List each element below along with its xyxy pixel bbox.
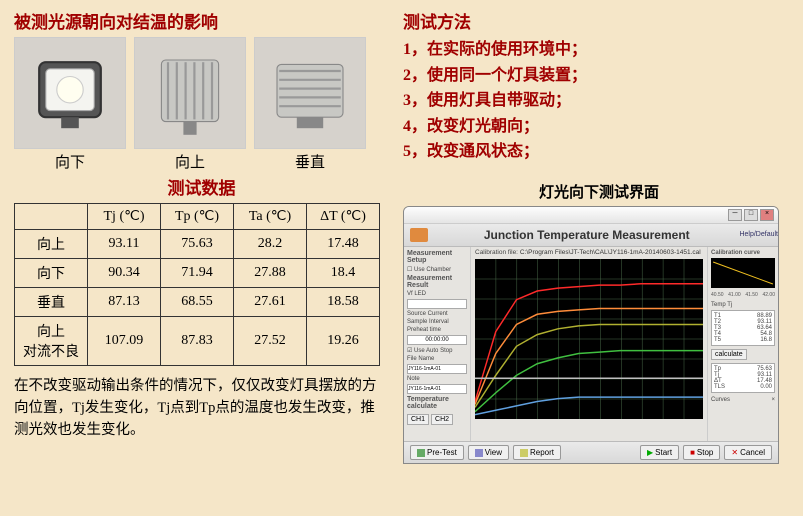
cell: 18.4 xyxy=(307,259,380,288)
setup-heading: Measurement Setup xyxy=(407,250,467,264)
lamp-vertical-label: 垂直 xyxy=(295,151,325,172)
cell: 68.55 xyxy=(161,288,234,317)
note-paragraph: 在不改变驱动输出条件的情况下，仅仅改变灯具摆放的方向位置，Tj发生变化，Tj点到… xyxy=(14,376,389,441)
app-header: Junction Temperature Measurement Help/De… xyxy=(404,224,778,247)
window-titlebar: ─ □ × xyxy=(404,207,778,224)
ch1-button[interactable]: CH1 xyxy=(407,414,429,425)
cell: 28.2 xyxy=(234,230,307,259)
lamp-down-label: 向下 xyxy=(55,151,85,172)
row-header: 垂直 xyxy=(15,288,88,317)
main-chart[interactable] xyxy=(475,259,703,419)
cell: 19.26 xyxy=(307,317,380,366)
maximize-button[interactable]: □ xyxy=(744,209,758,221)
method-item: 5，改变通风状态； xyxy=(403,139,795,165)
row-header: 向上 xyxy=(15,230,88,259)
method-item: 4，改变灯光朝向； xyxy=(403,114,795,140)
cell: 75.63 xyxy=(161,230,234,259)
file-name-input[interactable]: JY116-1mA-01 xyxy=(407,364,467,374)
row-header: 向下 xyxy=(15,259,88,288)
sample-interval-label: Sample Interval xyxy=(407,319,467,325)
lamp-image-row: 向下 向上 xyxy=(14,37,389,172)
cal-file-path[interactable]: C:\Program Files\JT-Tech\CAL\JY116-1mA-2… xyxy=(520,249,701,256)
lamp-down-image xyxy=(14,37,126,149)
calculate-button[interactable]: calculate xyxy=(711,349,747,360)
right-panel: Calibration curve 40.5041.0041.5042.00 T… xyxy=(707,247,778,441)
table-header xyxy=(15,204,88,230)
lamp-up-image xyxy=(134,37,246,149)
method-item: 1，在实际的使用环境中； xyxy=(403,37,795,63)
left-panel: Measurement Setup ☐ Use Chamber Measurem… xyxy=(404,247,471,441)
result-heading: Measurement Result xyxy=(407,275,467,289)
start-button[interactable]: ▶Start xyxy=(640,445,679,460)
cancel-button[interactable]: ✕Cancel xyxy=(724,445,772,460)
cell: 90.34 xyxy=(88,259,161,288)
source-current-label: Source Current xyxy=(407,311,467,317)
cell: 71.94 xyxy=(161,259,234,288)
close-button[interactable]: × xyxy=(760,209,774,221)
temp-tj-label: Temp Tj xyxy=(711,302,775,308)
result-list: Tp75.63Tj93.11ΔT17.48TLS0.00 xyxy=(711,363,775,393)
mini-ticks: 40.5041.0041.5042.00 xyxy=(711,292,775,298)
note-label: Note xyxy=(407,376,467,382)
app-logo-icon xyxy=(410,228,428,242)
app-window: ─ □ × Junction Temperature Measurement H… xyxy=(403,206,779,464)
cell: 93.11 xyxy=(88,230,161,259)
cell: 27.88 xyxy=(234,259,307,288)
use-chamber-checkbox[interactable]: ☐ Use Chamber xyxy=(407,266,467,273)
cell: 18.58 xyxy=(307,288,380,317)
lamp-up-label: 向上 xyxy=(175,151,205,172)
app-title-text: Junction Temperature Measurement xyxy=(434,228,739,242)
file-name-label: File Name xyxy=(407,356,467,362)
auto-stop-checkbox[interactable]: ☑ Use Auto Stop xyxy=(407,347,467,354)
cal-curve-label: Calibration curve xyxy=(711,250,775,256)
method-item: 3，使用灯具自带驱动； xyxy=(403,88,795,114)
table-header: Ta (℃) xyxy=(234,204,307,230)
minimize-button[interactable]: ─ xyxy=(728,209,742,221)
data-list: T188.89T293.11T363.64T454.8T516.8 xyxy=(711,310,775,346)
cell: 27.52 xyxy=(234,317,307,366)
method-list: 1，在实际的使用环境中；2，使用同一个灯具装置；3，使用灯具自带驱动；4，改变灯… xyxy=(403,37,795,165)
left-title: 被测光源朝向对结温的影响 xyxy=(14,8,389,33)
test-data-title: 测试数据 xyxy=(14,174,389,199)
cell: 107.09 xyxy=(88,317,161,366)
preheat-input[interactable]: 00:00:00 xyxy=(407,335,467,345)
table-header: Tj (℃) xyxy=(88,204,161,230)
test-data-table: Tj (℃)Tp (℃)Ta (℃)ΔT (℃) 向上93.1175.6328.2… xyxy=(14,203,380,366)
view-button[interactable]: View xyxy=(468,445,509,460)
row-header: 向上对流不良 xyxy=(15,317,88,366)
cell: 17.48 xyxy=(307,230,380,259)
stop-button[interactable]: ■Stop xyxy=(683,445,720,460)
temp-calc-label: Temperature calculate xyxy=(407,396,467,410)
curves-row[interactable]: Curves× xyxy=(711,397,775,403)
ch2-button[interactable]: CH2 xyxy=(431,414,453,425)
vf-led-input[interactable] xyxy=(407,299,467,309)
cal-file-line: Calibration file: C:\Program Files\JT-Te… xyxy=(475,249,703,256)
app-footer: Pre-Test View Report ▶Start ■Stop ✕Cance… xyxy=(404,441,778,464)
report-button[interactable]: Report xyxy=(513,445,561,460)
chart-title: 灯光向下测试界面 xyxy=(403,181,795,202)
method-title: 测试方法 xyxy=(403,8,795,33)
note-input[interactable]: JY116-1mA-01 xyxy=(407,384,467,394)
table-header: ΔT (℃) xyxy=(307,204,380,230)
cell: 87.13 xyxy=(88,288,161,317)
help-link[interactable]: Help/Default xyxy=(739,231,778,238)
method-item: 2，使用同一个灯具装置； xyxy=(403,63,795,89)
cell: 27.61 xyxy=(234,288,307,317)
mini-chart[interactable] xyxy=(711,258,775,288)
lamp-vertical-image xyxy=(254,37,366,149)
preheat-label: Preheat time xyxy=(407,327,467,333)
table-header: Tp (℃) xyxy=(161,204,234,230)
mid-panel: Calibration file: C:\Program Files\JT-Te… xyxy=(471,247,707,441)
pretest-button[interactable]: Pre-Test xyxy=(410,445,464,460)
cell: 87.83 xyxy=(161,317,234,366)
vf-led-label: Vf LED xyxy=(407,291,467,297)
